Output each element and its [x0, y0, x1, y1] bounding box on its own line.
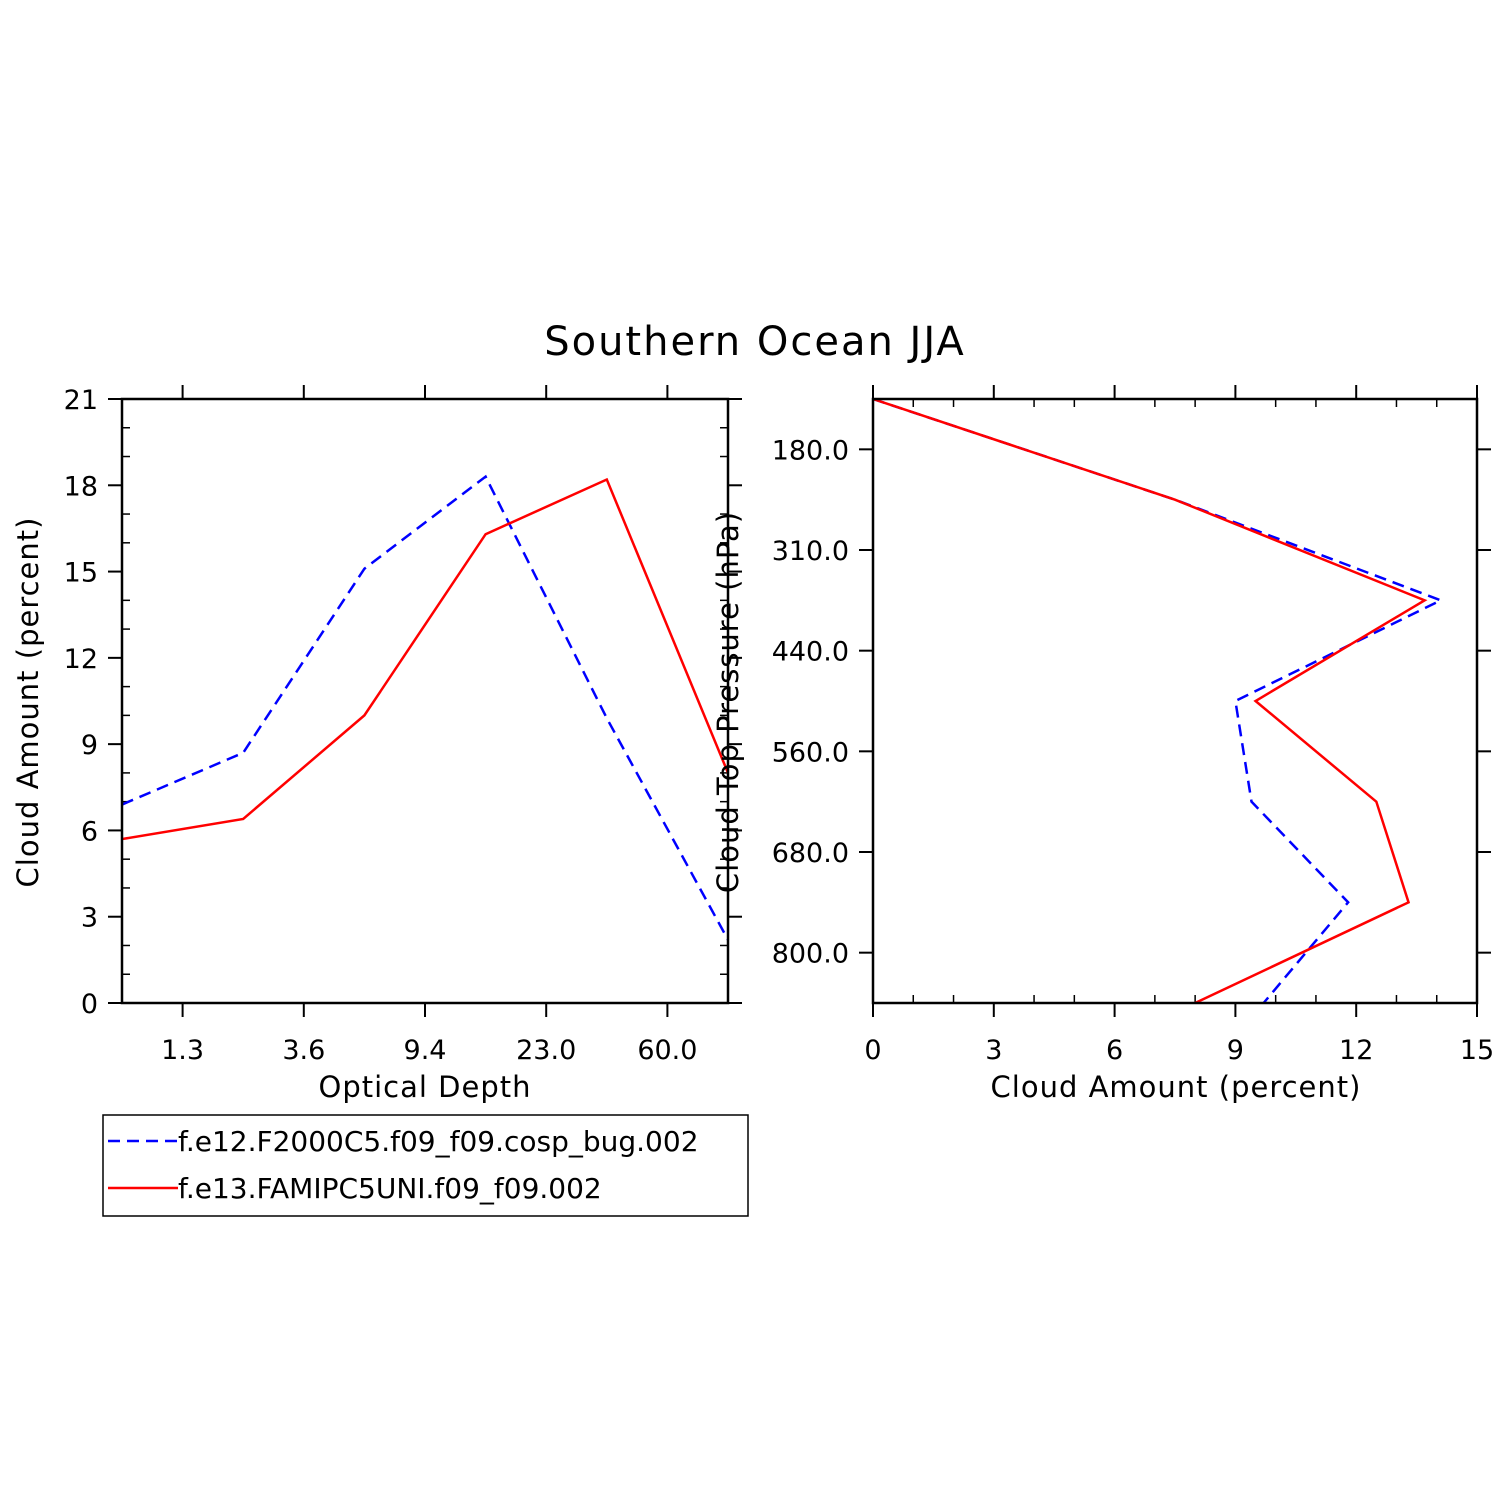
left-series-line-2 [121, 477, 730, 841]
legend: f.e12.F2000C5.f09_f09.cosp_bug.002 f.e13… [102, 1114, 749, 1217]
right-y-tick-label: 310.0 [772, 536, 849, 567]
left-y-tick-label: 3 [81, 903, 98, 934]
left-x-tick-label: 60.0 [637, 1035, 697, 1066]
left-x-tick-label: 9.4 [404, 1035, 447, 1066]
left-y-tick-label: 15 [64, 558, 98, 589]
left-x-tick-label: 1.3 [161, 1035, 204, 1066]
left-y-tick-label: 12 [64, 644, 98, 675]
right-x-axis-label: Cloud Amount (percent) [991, 1070, 1362, 1104]
right-panel: 0 3 6 9 12 15 180.0 310.0 440.0 560.0 680.0 800.0 [772, 385, 1494, 1066]
left-x-axis-label: Optical Depth [319, 1070, 532, 1104]
right-y-axis-label: Cloud Top Pressure (hPa) [711, 511, 745, 893]
left-panel: 0 3 6 9 12 15 18 21 1.3 3.6 9.4 23.0 60.0 [64, 385, 742, 1066]
left-y-axis-label: Cloud Amount (percent) [11, 517, 45, 888]
left-series-line-1 [121, 474, 730, 941]
right-plot-frame [871, 397, 1479, 1005]
right-x-tick-label: 12 [1339, 1035, 1373, 1066]
right-y-tick-label: 180.0 [772, 435, 849, 466]
left-x-tick-label: 23.0 [516, 1035, 576, 1066]
right-x-tick-label: 0 [864, 1035, 881, 1066]
right-y-tick-label: 680.0 [772, 838, 849, 869]
left-plot-frame [120, 397, 730, 1005]
right-x-tick-label: 15 [1460, 1035, 1494, 1066]
left-y-tick-label: 18 [64, 471, 98, 502]
right-series-line-2 [872, 397, 1428, 1005]
chart-title: Southern Ocean JJA [544, 319, 966, 365]
right-y-tick-label: 800.0 [772, 939, 849, 970]
left-y-tick-label: 0 [81, 989, 98, 1020]
legend-label-series-1: f.e12.F2000C5.f09_f09.cosp_bug.002 [178, 1125, 699, 1158]
left-x-tick-label: 3.6 [282, 1035, 325, 1066]
left-y-tick-label: 6 [81, 816, 98, 847]
left-y-tick-label: 9 [81, 730, 98, 761]
legend-label-series-2: f.e13.FAMIPC5UNI.f09_f09.002 [178, 1172, 602, 1205]
right-y-tick-label: 560.0 [772, 737, 849, 768]
right-series-line-1 [872, 397, 1444, 1004]
right-x-tick-label: 9 [1227, 1035, 1244, 1066]
right-x-tick-label: 6 [1106, 1035, 1123, 1066]
right-y-tick-label: 440.0 [772, 637, 849, 668]
right-x-tick-label: 3 [985, 1035, 1002, 1066]
legend-box [102, 1114, 749, 1217]
left-y-tick-label: 21 [64, 385, 98, 416]
